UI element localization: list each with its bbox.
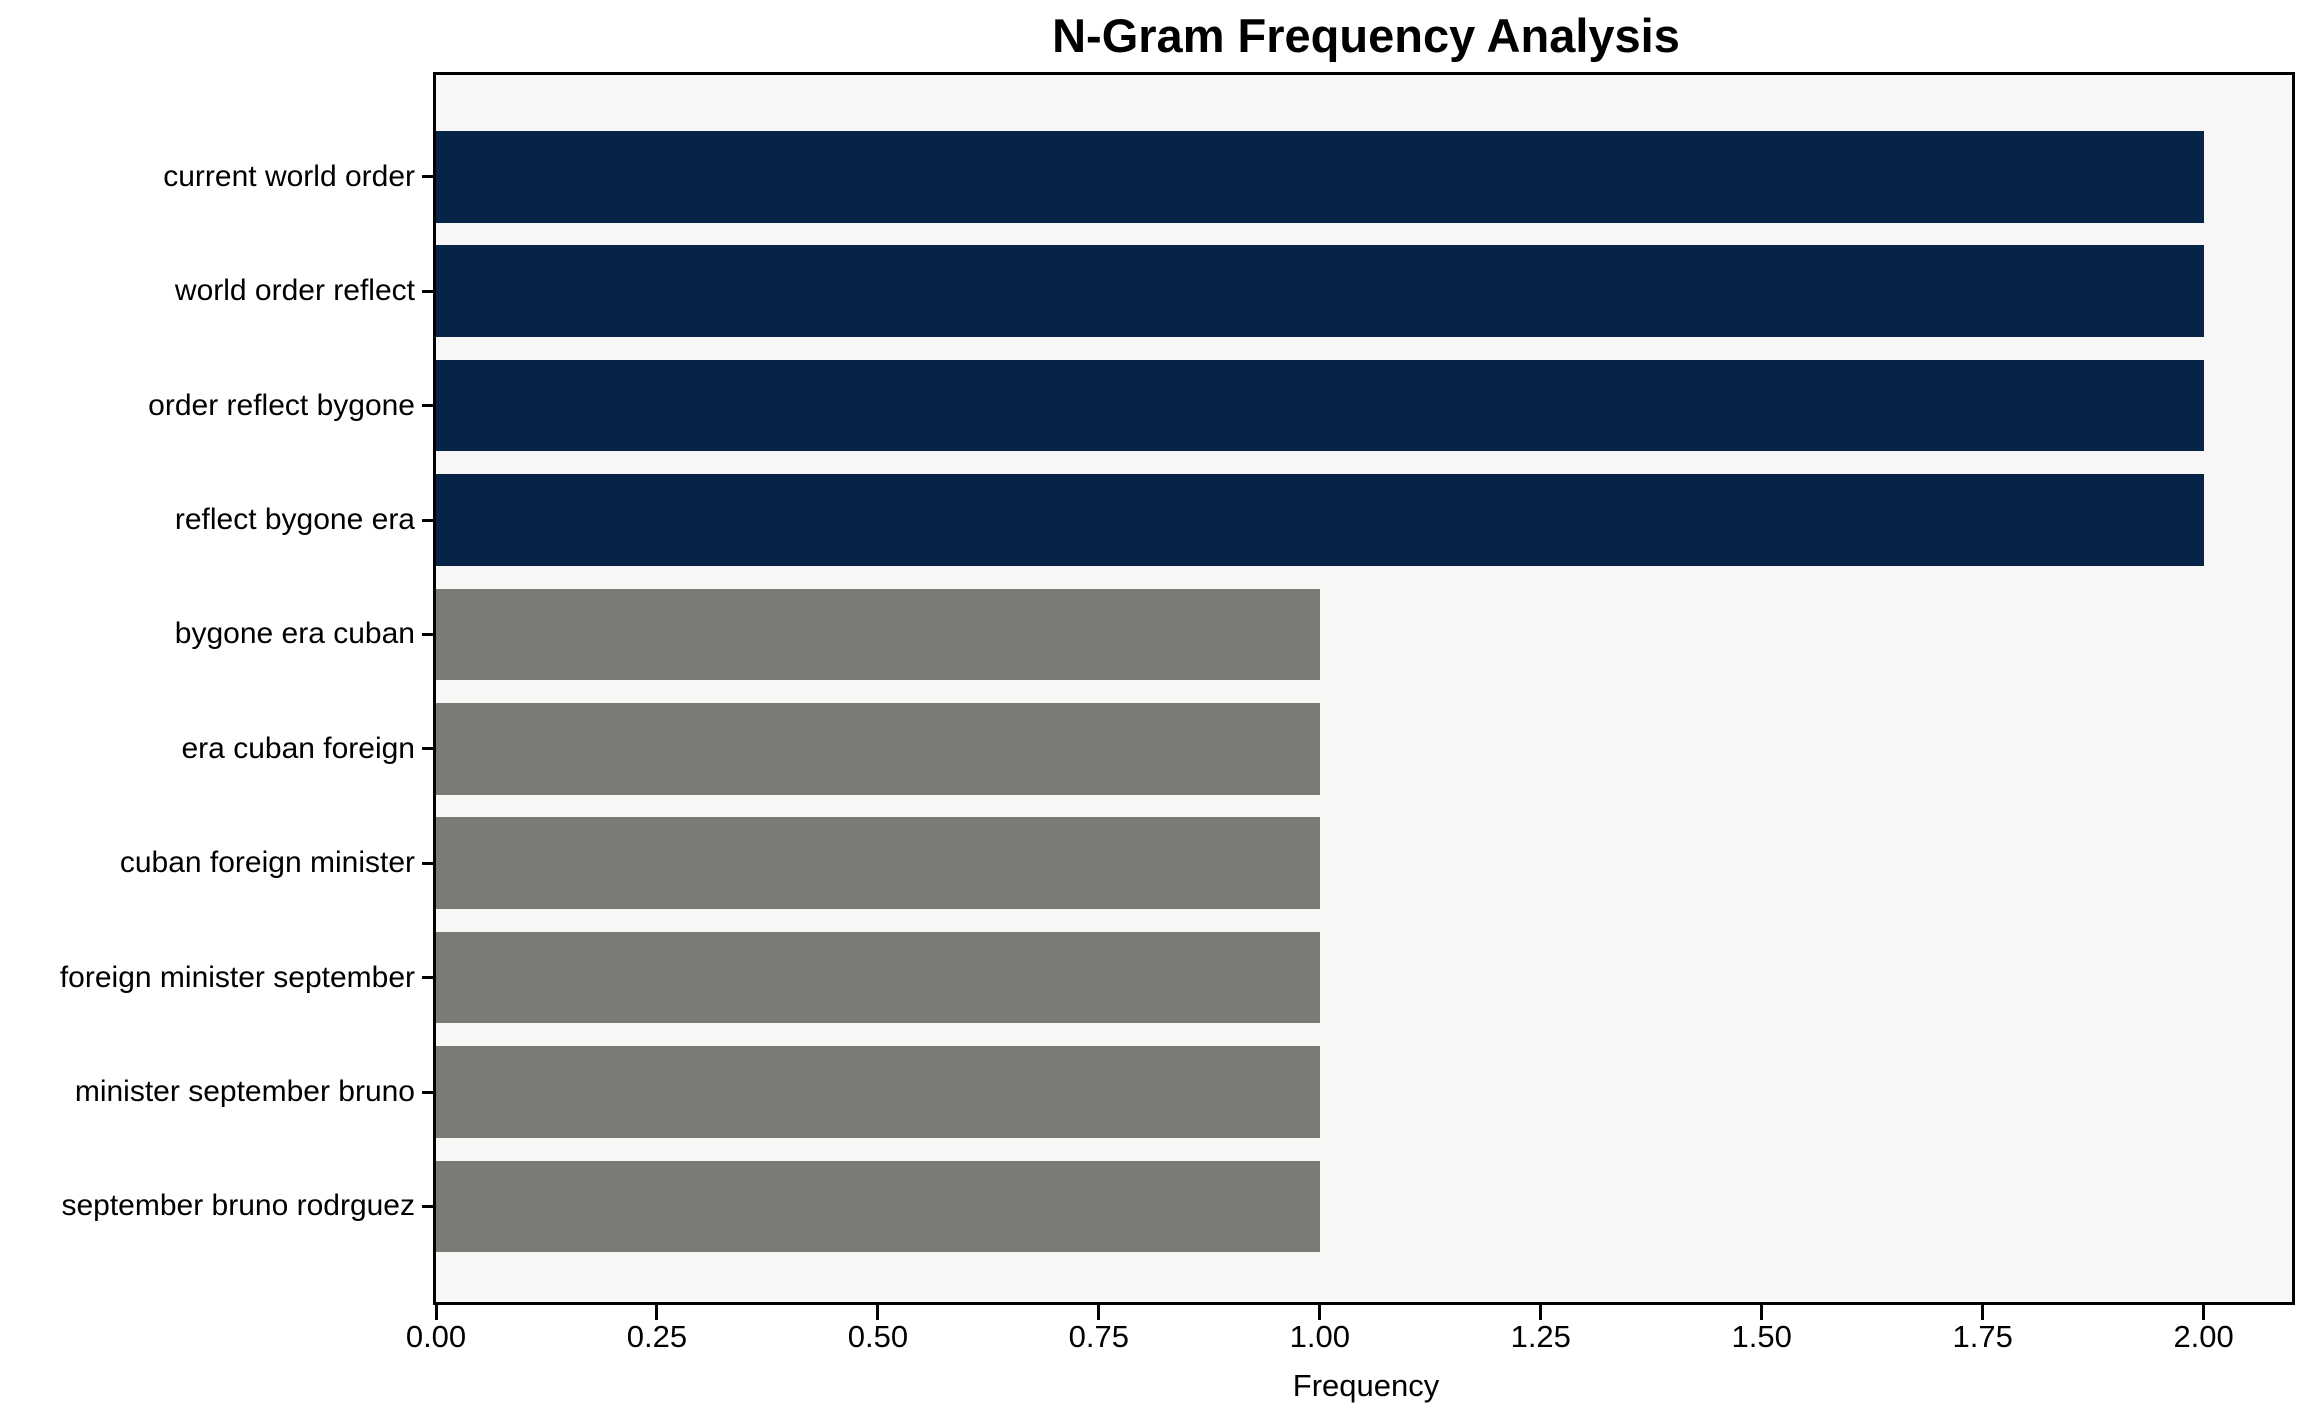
- plot-area: [433, 72, 2295, 1305]
- x-tick-label: 1.00: [1289, 1319, 1350, 1354]
- x-tick-label: 1.25: [1510, 1319, 1571, 1354]
- y-tick-mark: [422, 289, 433, 293]
- y-tick-label: bygone era cuban: [174, 617, 415, 651]
- x-tick-label: 0.75: [1068, 1319, 1130, 1354]
- y-tick-mark: [422, 976, 433, 980]
- bar-september-bruno-rodrguez: [436, 1160, 1320, 1253]
- y-tick-mark: [422, 175, 433, 179]
- y-tick-mark: [422, 632, 433, 636]
- y-tick-label: foreign minister september: [59, 960, 415, 994]
- y-tick-label: september bruno rodrguez: [61, 1189, 415, 1223]
- y-tick-label: minister september bruno: [74, 1075, 415, 1108]
- x-tick-mark: [1318, 1305, 1322, 1320]
- x-tick-mark: [1760, 1305, 1764, 1320]
- bar-cuban-foreign-minister: [436, 817, 1320, 909]
- x-tick-label: 1.75: [1952, 1319, 2013, 1354]
- bar-era-cuban-foreign: [436, 703, 1320, 795]
- y-tick-label: cuban foreign minister: [119, 846, 415, 880]
- x-tick-label: 0.25: [626, 1319, 688, 1354]
- x-tick-mark: [434, 1305, 438, 1320]
- y-tick-label: order reflect bygone: [148, 388, 415, 422]
- y-tick-mark: [422, 747, 433, 751]
- bar-world-order-reflect: [436, 245, 2204, 337]
- bar-foreign-minister-september: [436, 931, 1320, 1024]
- y-tick-mark: [422, 1090, 433, 1094]
- y-tick-mark: [422, 404, 433, 408]
- x-tick-label: 0.00: [405, 1319, 467, 1354]
- y-tick-mark: [422, 861, 433, 865]
- x-tick-mark: [655, 1305, 659, 1320]
- bar-bygone-era-cuban: [436, 588, 1320, 681]
- x-tick-mark: [1981, 1305, 1985, 1320]
- y-tick-label: current world order: [163, 159, 415, 193]
- x-tick-label: 0.50: [847, 1319, 909, 1354]
- bar-current-world-order: [436, 131, 2204, 223]
- y-tick-mark: [422, 1204, 433, 1208]
- x-axis-label: Frequency: [1292, 1368, 1440, 1403]
- chart-title: N-Gram Frequency Analysis: [1052, 9, 1680, 62]
- x-tick-mark: [2202, 1305, 2206, 1320]
- y-tick-label: reflect bygone era: [174, 503, 415, 536]
- y-tick-label: era cuban foreign: [181, 731, 416, 765]
- x-tick-mark: [1539, 1305, 1543, 1320]
- y-tick-mark: [422, 518, 433, 522]
- y-tick-label: world order reflect: [174, 274, 415, 308]
- x-tick-label: 1.50: [1731, 1319, 1792, 1354]
- x-tick-mark: [876, 1305, 880, 1320]
- x-tick-mark: [1097, 1305, 1101, 1320]
- bar-order-reflect-bygone: [436, 359, 2204, 452]
- x-tick-label: 2.00: [2173, 1319, 2234, 1354]
- bar-reflect-bygone-era: [436, 474, 2204, 566]
- bar-minister-september-bruno: [436, 1046, 1320, 1138]
